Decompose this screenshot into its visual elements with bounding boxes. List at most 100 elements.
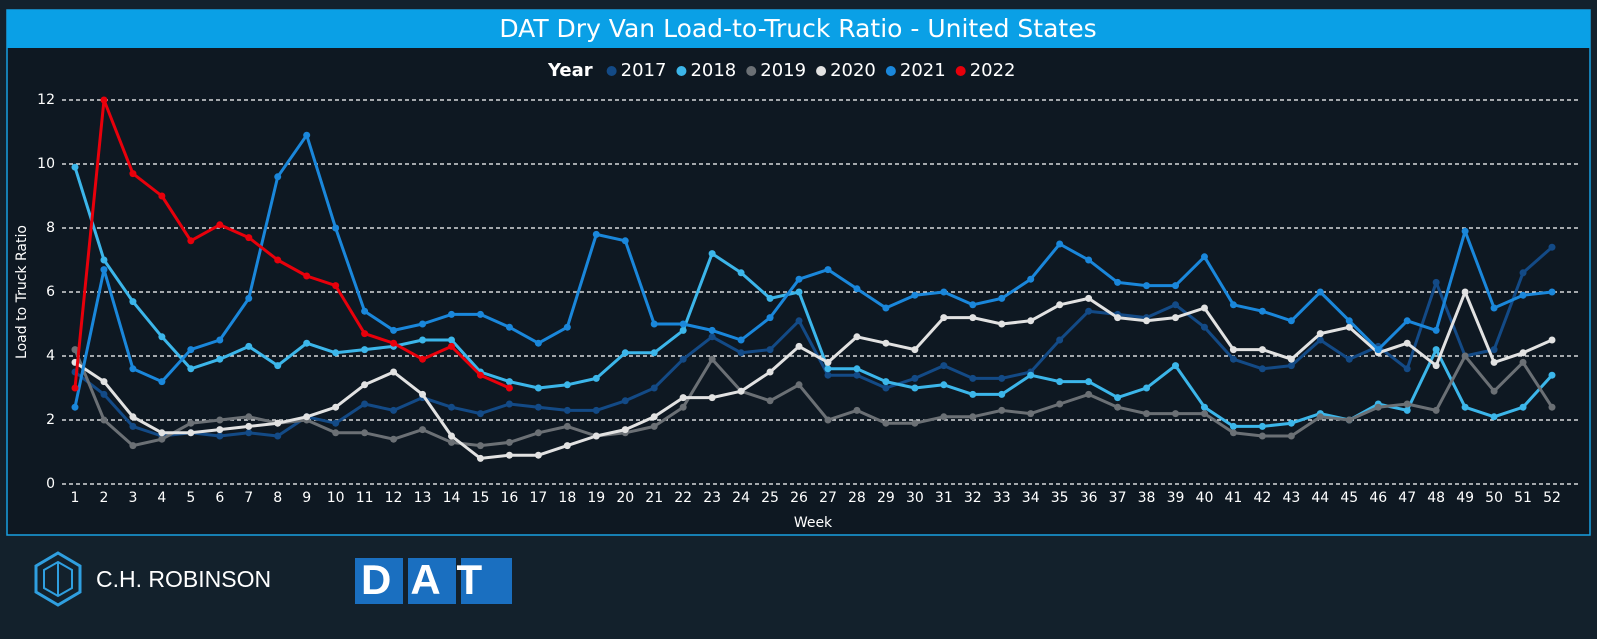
data-point bbox=[1490, 387, 1498, 395]
x-tick-label: 39 bbox=[1167, 490, 1185, 506]
data-point bbox=[1172, 314, 1180, 322]
data-point bbox=[998, 374, 1006, 382]
data-point bbox=[1432, 406, 1440, 414]
data-point bbox=[419, 390, 427, 398]
y-tick-label: 6 bbox=[46, 284, 55, 300]
x-tick-label: 48 bbox=[1427, 490, 1445, 506]
data-point bbox=[158, 378, 166, 386]
data-point bbox=[390, 406, 398, 414]
x-tick-label: 1 bbox=[71, 490, 80, 506]
data-point bbox=[1027, 275, 1035, 283]
data-point bbox=[621, 349, 629, 357]
data-point bbox=[1461, 403, 1469, 411]
data-point bbox=[795, 317, 803, 325]
series-line bbox=[73, 166, 1554, 428]
x-tick-label: 21 bbox=[645, 490, 663, 506]
data-point bbox=[1287, 355, 1295, 363]
data-point bbox=[911, 291, 919, 299]
data-point bbox=[679, 403, 687, 411]
data-point bbox=[1519, 269, 1527, 277]
data-point bbox=[505, 438, 513, 446]
data-point bbox=[969, 390, 977, 398]
data-point bbox=[1403, 317, 1411, 325]
data-point bbox=[679, 394, 687, 402]
x-tick-label: 4 bbox=[157, 490, 166, 506]
data-point bbox=[303, 131, 311, 139]
data-point bbox=[650, 422, 658, 430]
data-point bbox=[650, 320, 658, 328]
data-point bbox=[824, 358, 832, 366]
data-point bbox=[100, 256, 108, 264]
data-point bbox=[1403, 406, 1411, 414]
data-point bbox=[419, 426, 427, 434]
data-point bbox=[998, 320, 1006, 328]
data-point bbox=[447, 403, 455, 411]
data-point bbox=[795, 342, 803, 350]
data-point bbox=[679, 355, 687, 363]
x-tick-label: 3 bbox=[128, 490, 137, 506]
data-point bbox=[1085, 294, 1093, 302]
x-tick-label: 17 bbox=[529, 490, 547, 506]
data-point bbox=[1027, 371, 1035, 379]
legend-label: 2021 bbox=[900, 60, 946, 81]
x-tick-label: 9 bbox=[302, 490, 311, 506]
y-axis-label: Load to Truck Ratio bbox=[14, 225, 30, 359]
data-point bbox=[969, 374, 977, 382]
data-point bbox=[940, 362, 948, 370]
data-point bbox=[998, 294, 1006, 302]
data-point bbox=[766, 368, 774, 376]
x-tick-label: 30 bbox=[906, 490, 924, 506]
data-point bbox=[650, 349, 658, 357]
ch-robinson-logo: C.H. ROBINSON bbox=[34, 551, 271, 607]
data-point bbox=[1172, 282, 1180, 290]
y-tick-label: 10 bbox=[37, 156, 55, 172]
series-line bbox=[73, 98, 511, 390]
data-point bbox=[100, 266, 108, 274]
chart-title: DAT Dry Van Load-to-Truck Ratio - United… bbox=[499, 14, 1096, 43]
legend-label: 2017 bbox=[621, 60, 667, 81]
data-point bbox=[737, 349, 745, 357]
data-point bbox=[1200, 304, 1208, 312]
data-point bbox=[795, 275, 803, 283]
legend-marker bbox=[955, 66, 966, 76]
data-point bbox=[1056, 240, 1064, 248]
data-point bbox=[737, 387, 745, 395]
data-point bbox=[1374, 346, 1382, 354]
data-point bbox=[274, 432, 282, 440]
data-point bbox=[1548, 243, 1556, 251]
data-point bbox=[129, 170, 137, 178]
data-point bbox=[303, 339, 311, 347]
data-point bbox=[1258, 307, 1266, 315]
data-point bbox=[303, 413, 311, 421]
data-point bbox=[390, 435, 398, 443]
data-point bbox=[650, 413, 658, 421]
data-point bbox=[1490, 358, 1498, 366]
data-point bbox=[1519, 358, 1527, 366]
data-point bbox=[1316, 288, 1324, 296]
x-tick-label: 47 bbox=[1398, 490, 1416, 506]
data-point bbox=[1200, 410, 1208, 418]
data-point bbox=[187, 346, 195, 354]
data-point bbox=[563, 381, 571, 389]
x-tick-label: 8 bbox=[273, 490, 282, 506]
data-point bbox=[853, 365, 861, 373]
data-point bbox=[129, 298, 137, 306]
data-point bbox=[592, 374, 600, 382]
data-point bbox=[71, 403, 79, 411]
x-tick-label: 10 bbox=[327, 490, 345, 506]
x-tick-label: 7 bbox=[244, 490, 253, 506]
data-point bbox=[361, 429, 369, 437]
data-point bbox=[911, 384, 919, 392]
data-point bbox=[1461, 352, 1469, 360]
x-tick-label: 18 bbox=[558, 490, 576, 506]
logo-box bbox=[461, 558, 512, 604]
data-point bbox=[853, 285, 861, 293]
data-point bbox=[1143, 317, 1151, 325]
data-point bbox=[1519, 403, 1527, 411]
data-point bbox=[1143, 410, 1151, 418]
data-point bbox=[1200, 323, 1208, 331]
x-tick-label: 28 bbox=[848, 490, 866, 506]
data-point bbox=[1027, 317, 1035, 325]
data-point bbox=[708, 326, 716, 334]
